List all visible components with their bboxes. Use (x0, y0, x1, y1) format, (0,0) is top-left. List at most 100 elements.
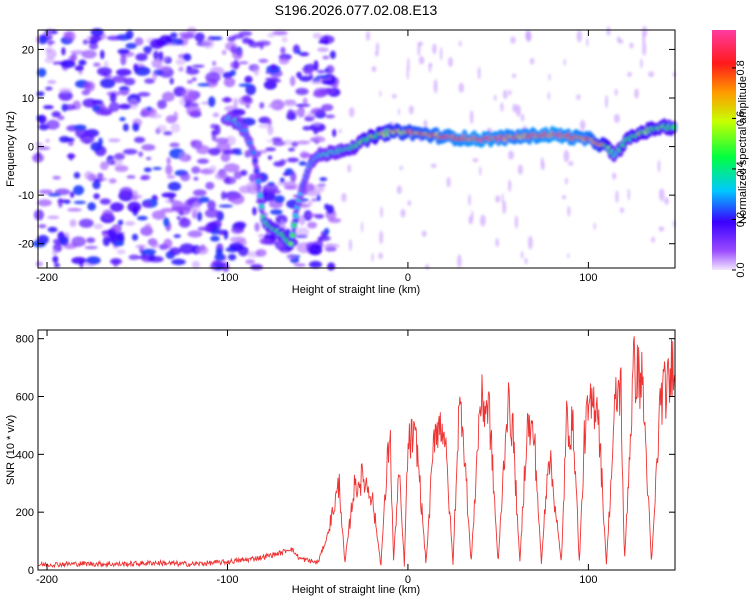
figure-title: S196.2026.077.02.08.E13 (275, 2, 438, 18)
spectrogram-y-tick-label: 10 (22, 93, 34, 105)
spectrogram-noise-blob (158, 51, 164, 61)
spectrogram-noise-blob (38, 36, 48, 45)
spectrogram-faint-blob (360, 221, 364, 233)
spectrogram-noise-blob (78, 59, 87, 66)
spectrogram-noise-blob (212, 112, 220, 118)
spectrogram-noise-blob (125, 42, 137, 50)
spectrogram-faint-blob (432, 43, 437, 55)
spectrogram-noise-blob (191, 260, 201, 269)
colorbar-gradient (712, 30, 736, 270)
spectrogram-faint-blob (563, 58, 566, 66)
spectrogram-noise-blob (319, 88, 335, 95)
spectrogram-noise-blob (136, 215, 148, 221)
spectrogram-noise-blob (64, 30, 76, 42)
spectrogram-noise-blob (144, 51, 151, 55)
spectrogram-noise-blob (284, 185, 298, 190)
spectrogram-noise-blob (153, 50, 159, 60)
spectrogram-noise-blob (332, 128, 337, 138)
snr-line-group (37, 336, 676, 569)
snr-x-tick-label: -100 (216, 574, 238, 586)
spectrogram-noise-blob (127, 201, 142, 213)
spectrogram-noise-blob (90, 142, 103, 152)
spectrogram-ridge-core (290, 232, 295, 238)
spectrogram-noise-blob (223, 163, 240, 173)
spectrogram-faint-blob (477, 66, 481, 80)
spectrogram-noise-blob (110, 161, 116, 165)
spectrogram-faint-blob (391, 94, 397, 99)
spectrogram-noise-blob (245, 84, 256, 96)
spectrogram-noise-blob (52, 249, 58, 256)
spectrogram-noise-blob (327, 262, 336, 271)
spectrogram-faint-blob (371, 66, 377, 72)
spectrogram-noise-blob (256, 40, 271, 47)
spectrogram-faint-blob (502, 200, 507, 215)
spectrogram-faint-blob (379, 230, 384, 245)
spectrogram-noise-blob (61, 47, 66, 56)
spectrogram-noise-blob (233, 97, 238, 109)
spectrogram-noise-blob (37, 234, 49, 245)
spectrogram-noise-blob (319, 184, 325, 193)
spectrogram-noise-blob (245, 259, 256, 265)
spectrogram-noise-blob (131, 196, 138, 201)
snr-y-tick-label: 0 (28, 565, 34, 577)
spectrogram-noise-blob (88, 42, 99, 50)
spectrogram-faint-blob (658, 188, 665, 201)
spectrogram-noise-blob (311, 198, 318, 202)
spectrogram-noise-blob (165, 42, 178, 47)
spectrogram-noise-blob (111, 75, 127, 83)
spectrogram-noise-blob (34, 142, 44, 146)
spectrogram-noise-blob (143, 46, 153, 53)
spectrogram-faint-blob (514, 215, 519, 229)
colorbar-tick-label: 0.8 (735, 60, 747, 75)
spectrogram-noise-blob (274, 195, 285, 203)
spectrogram-y-tick-label: -10 (18, 190, 34, 202)
spectrogram-noise-blob (102, 209, 114, 221)
spectrogram-faint-blob (648, 71, 655, 78)
spectrogram-noise-blob (162, 208, 171, 213)
spectrogram-faint-blob (407, 200, 412, 207)
spectrogram-noise-blob (306, 213, 320, 217)
spectrogram-noise-blob (263, 80, 277, 90)
spectrogram-noise-blob (37, 114, 47, 124)
spectrogram-noise-blob (252, 206, 257, 216)
spectrogram-noise-blob (166, 174, 176, 179)
spectrogram-noise-blob (225, 135, 236, 146)
spectrogram-noise-blob (46, 119, 60, 130)
spectrogram-noise-blob (152, 71, 158, 81)
spectrogram-faint-blob (579, 119, 586, 131)
spectrogram-faint-blob (634, 88, 639, 99)
spectrogram-noise-blob (187, 230, 203, 238)
spectrogram-noise-blob (315, 75, 331, 79)
colorbar-tick-label: 0.0 (735, 262, 747, 277)
spectrogram-noise-blob (35, 146, 51, 151)
spectrogram-faint-blob (380, 206, 383, 218)
spectrogram-noise-blob (192, 189, 207, 197)
spectrogram-noise-blob (100, 49, 105, 60)
spectrogram-noise-blob (279, 177, 285, 183)
spectrogram-noise-blob (229, 193, 245, 205)
spectrogram-faint-blob (508, 179, 512, 192)
spectrogram-faint-blob (640, 58, 643, 69)
spectrogram-noise-blob (60, 59, 76, 69)
spectrogram-noise-blob (110, 258, 122, 265)
spectrogram-faint-blob (563, 149, 570, 163)
spectrogram-noise-blob (286, 157, 299, 163)
spectrogram-noise-blob (308, 260, 323, 269)
spectrogram-noise-blob (222, 149, 239, 155)
spectrogram-noise-blob (218, 204, 233, 208)
spectrogram-faint-blob (658, 226, 665, 232)
spectrogram-faint-blob (547, 91, 550, 101)
spectrogram-noise-blob (133, 63, 139, 72)
spectrogram-y-tick-label: 0 (28, 142, 34, 154)
spectrogram-noise-blob (37, 67, 47, 78)
spectrogram-noise-blob (299, 75, 312, 82)
spectrogram-noise-blob (192, 64, 205, 68)
spectrogram-noise-blob (326, 64, 335, 74)
spectrogram-noise-blob (185, 102, 199, 107)
spectrogram-noise-blob (100, 78, 116, 89)
spectrogram-noise-blob (116, 249, 126, 255)
spectrogram-faint-blob (576, 30, 582, 43)
spectrogram-faint-blob (664, 197, 669, 205)
spectrogram-noise-blob (180, 172, 191, 182)
spectrogram-noise-blob (170, 122, 181, 133)
